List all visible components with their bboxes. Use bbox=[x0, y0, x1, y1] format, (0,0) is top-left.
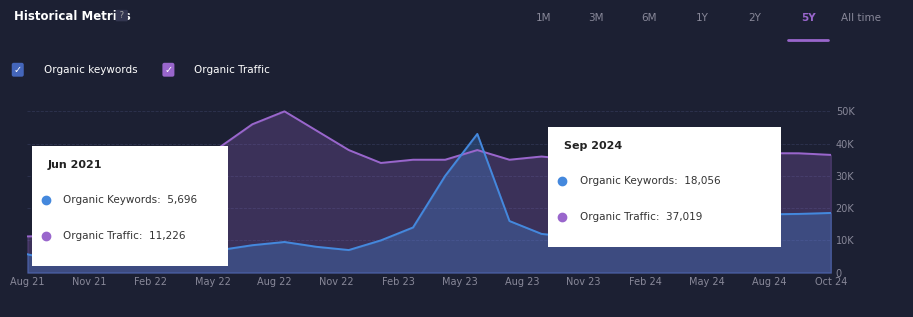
Text: Organic keywords: Organic keywords bbox=[44, 65, 138, 75]
Text: All time: All time bbox=[841, 13, 881, 23]
Text: ?: ? bbox=[117, 11, 127, 20]
Text: 6M: 6M bbox=[642, 13, 656, 23]
Text: 5Y: 5Y bbox=[801, 13, 815, 23]
Text: Organic Traffic: Organic Traffic bbox=[194, 65, 270, 75]
Text: Organic Keywords:  5,696: Organic Keywords: 5,696 bbox=[63, 195, 197, 205]
Text: 2Y: 2Y bbox=[749, 13, 761, 23]
Text: 3M: 3M bbox=[589, 13, 603, 23]
Text: ✓: ✓ bbox=[164, 65, 173, 75]
Text: ✓: ✓ bbox=[14, 65, 22, 75]
Text: Historical Metrics: Historical Metrics bbox=[14, 10, 131, 23]
Text: Jun 2021: Jun 2021 bbox=[47, 160, 102, 170]
Text: Organic Traffic:  37,019: Organic Traffic: 37,019 bbox=[581, 212, 703, 222]
Text: 1Y: 1Y bbox=[696, 13, 708, 23]
Text: Organic Traffic:  11,226: Organic Traffic: 11,226 bbox=[63, 231, 186, 241]
Text: Sep 2024: Sep 2024 bbox=[564, 141, 623, 151]
Text: 1M: 1M bbox=[536, 13, 551, 23]
Text: Organic Keywords:  18,056: Organic Keywords: 18,056 bbox=[581, 176, 721, 186]
